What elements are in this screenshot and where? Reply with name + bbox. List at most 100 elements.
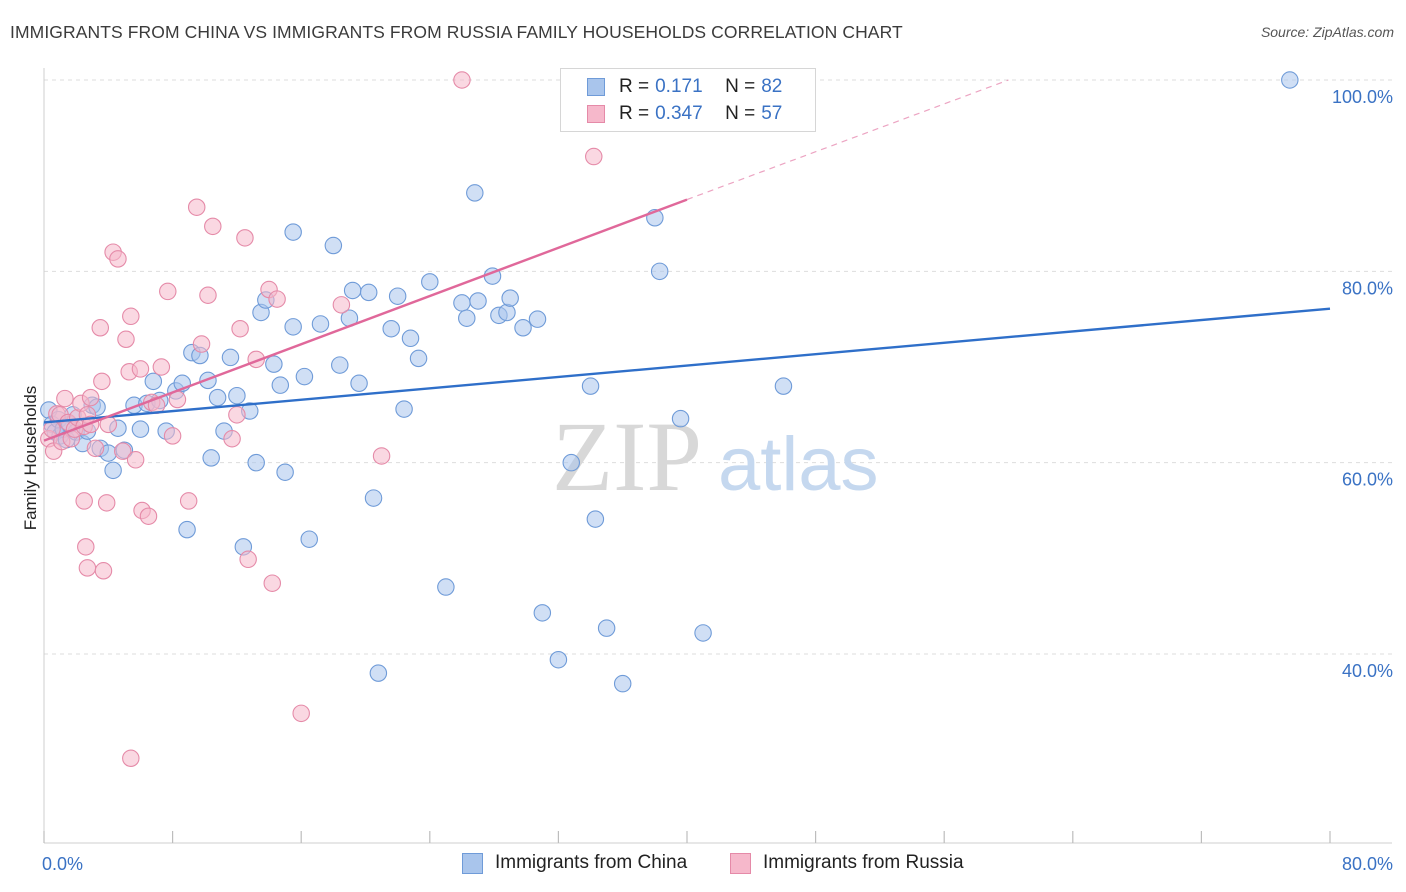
data-point-china (144, 372, 163, 391)
data-point-russia (204, 217, 222, 236)
data-point-china (671, 409, 690, 428)
data-point-china (104, 461, 122, 480)
data-point-russia (268, 290, 286, 308)
y-tick-label: 60.0% (1342, 470, 1393, 490)
watermark: ZIP atlas (552, 401, 879, 512)
legend-swatch-china (587, 78, 605, 96)
data-point-china (359, 283, 378, 302)
bottom-legend-china-label: Immigrants from China (495, 852, 688, 873)
data-point-china (388, 287, 407, 305)
data-point-china (466, 184, 484, 202)
trend-lines (43, 79, 1331, 442)
y-axis-label: Family Households (21, 386, 40, 531)
data-point-russia (78, 559, 97, 577)
data-point-china (265, 355, 283, 373)
data-point-russia (223, 429, 241, 448)
data-point-china (247, 453, 265, 472)
legend-china-n-value: 82 (761, 76, 783, 97)
trend-line-russia (43, 198, 688, 442)
data-point-china (694, 624, 712, 642)
data-point-china (581, 377, 600, 395)
data-point-china (276, 463, 294, 481)
legend-russia-r-value: 0.347 (655, 103, 703, 124)
data-point-russia (231, 319, 249, 338)
data-point-russia (122, 307, 140, 326)
data-point-russia (228, 406, 246, 424)
data-point-china (221, 348, 240, 367)
data-point-china (650, 262, 669, 281)
legend-russia-n-value: 57 (761, 103, 783, 124)
data-point-russia (332, 296, 351, 314)
data-point-russia (77, 538, 95, 556)
data-point-russia (192, 335, 211, 353)
axes (43, 68, 1392, 844)
x-tick-label: 80.0% (1342, 854, 1393, 874)
data-point-russia (122, 749, 140, 768)
trend-line-russia-extension (686, 79, 1009, 201)
legend-box: R = 0.171 N = 82 R = 0.347 N = 57 (560, 68, 816, 132)
data-point-russia (263, 574, 282, 592)
data-point-china (311, 315, 330, 333)
data-point-china (395, 400, 413, 418)
legend-china-r-label: R = (619, 76, 650, 97)
data-point-china (498, 303, 516, 322)
data-point-russia (292, 704, 310, 723)
data-point-china (369, 664, 388, 682)
legend-china-n-label: N = (725, 76, 756, 97)
data-point-russia (56, 389, 74, 408)
series-russia-points (40, 71, 603, 768)
gridlines (44, 79, 1392, 655)
data-point-russia (453, 71, 471, 89)
data-point-china (613, 674, 632, 693)
data-point-china (562, 453, 581, 472)
trend-line-china (43, 307, 1331, 424)
bottom-legend-russia-label: Immigrants from Russia (763, 852, 964, 873)
data-point-china (501, 289, 519, 307)
data-point-china (421, 273, 439, 291)
data-point-russia (94, 562, 113, 580)
bottom-legend-china: Immigrants from China (462, 852, 687, 874)
data-point-russia (187, 198, 206, 216)
data-point-russia (81, 388, 100, 407)
legend-russia-r-label: R = (619, 103, 650, 124)
legend-china-r-value: 0.171 (655, 76, 703, 97)
data-point-china (533, 604, 552, 622)
data-point-russia (163, 427, 182, 445)
data-point-china (586, 510, 605, 528)
data-point-china (208, 388, 227, 407)
x-tick-label: 0.0% (42, 854, 83, 874)
data-point-russia (152, 358, 171, 376)
data-point-russia (199, 286, 217, 304)
data-point-russia (117, 330, 135, 349)
data-point-china (331, 356, 349, 374)
data-point-china (549, 650, 568, 669)
data-point-china (131, 420, 150, 438)
legend-row-russia: R = 0.347 N = 57 (587, 102, 782, 126)
data-point-china (343, 281, 362, 300)
data-point-china (774, 377, 793, 395)
data-point-china (514, 319, 532, 337)
y-tick-label: 100.0% (1332, 87, 1393, 107)
data-point-china (202, 449, 220, 467)
bottom-legend-swatch-china (462, 852, 483, 874)
data-point-china (437, 578, 455, 596)
data-point-china (364, 489, 383, 507)
data-point-china (528, 310, 547, 328)
data-point-russia (109, 250, 127, 268)
data-point-russia (126, 451, 145, 469)
data-point-russia (97, 494, 116, 512)
data-point-china (300, 530, 318, 548)
bottom-legend-swatch-russia (730, 852, 751, 874)
data-point-china (401, 329, 420, 348)
data-point-russia (239, 550, 257, 569)
source-label: Source: ZipAtlas.com (1260, 24, 1394, 40)
data-point-china (409, 349, 428, 368)
data-point-russia (86, 439, 105, 458)
y-tick-label: 40.0% (1342, 661, 1393, 681)
y-tick-label: 80.0% (1342, 278, 1393, 298)
data-point-russia (372, 447, 391, 465)
data-point-china (324, 236, 343, 255)
data-point-china (1281, 71, 1299, 89)
data-point-china (350, 374, 368, 393)
